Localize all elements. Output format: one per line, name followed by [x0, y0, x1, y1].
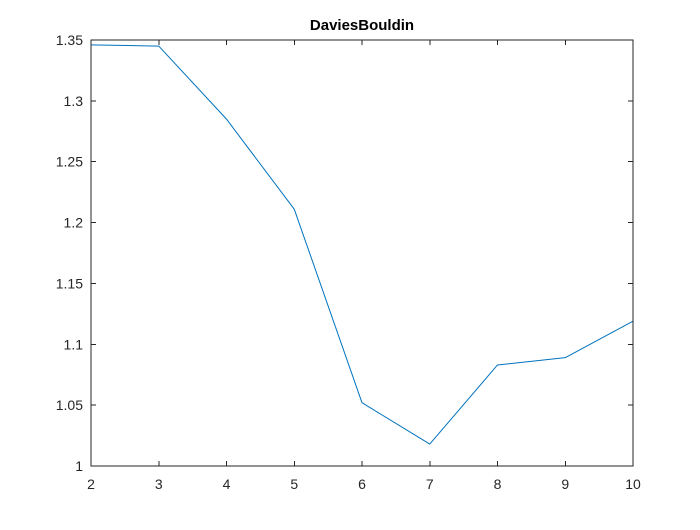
- ticks-layer: [90, 39, 634, 467]
- x-tick-label: 2: [87, 476, 95, 492]
- x-tick-label: 8: [494, 476, 502, 492]
- y-tick-label: 1.15: [56, 275, 83, 291]
- y-tick-label: 1.25: [56, 154, 83, 170]
- series-layer: [90, 44, 634, 445]
- plot-area: [91, 40, 633, 466]
- y-tick-label: 1.35: [56, 32, 83, 48]
- chart-title: DaviesBouldin: [310, 17, 414, 34]
- x-tick-label: 6: [358, 476, 366, 492]
- x-tick-label: 9: [561, 476, 569, 492]
- y-tick-label: 1.2: [64, 215, 84, 231]
- y-tick-label: 1: [75, 458, 83, 474]
- x-tick-label: 10: [625, 476, 641, 492]
- y-tick-label: 1.05: [56, 397, 83, 413]
- x-tick-label: 7: [426, 476, 434, 492]
- x-tick-label: 4: [223, 476, 231, 492]
- series-line-1: [90, 44, 634, 445]
- y-tick-label: 1.3: [64, 93, 84, 109]
- x-tick-label: 3: [155, 476, 163, 492]
- x-tick-label: 5: [290, 476, 298, 492]
- tick-labels-layer: 2 3 4 5 6 7 8 9 10 1 1.05 1.1 1.15 1.2 1.25 1.3 1.35: [56, 32, 641, 492]
- y-tick-label: 1.1: [64, 336, 84, 352]
